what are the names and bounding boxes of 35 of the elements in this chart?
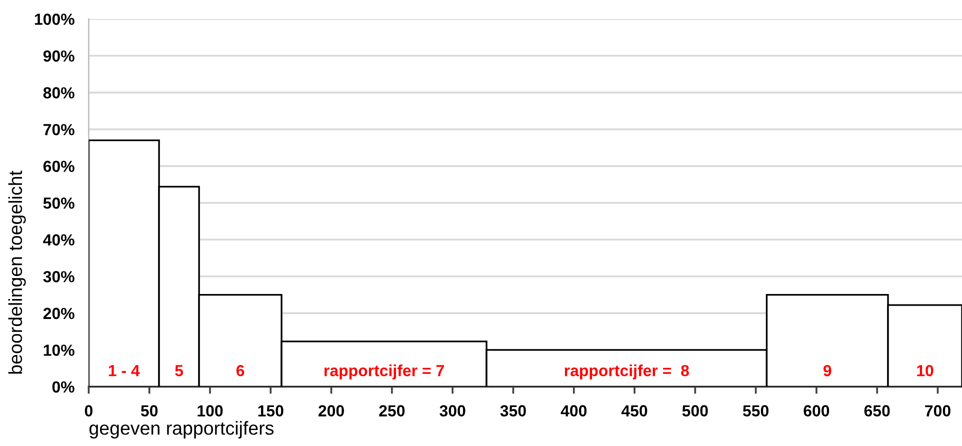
annotation: 1 - 4: [108, 365, 140, 376]
y-tick-label: 60%: [43, 160, 74, 172]
x-tick-label: 450: [621, 405, 648, 416]
y-tick-label: 10%: [44, 344, 74, 356]
y-tick-label: 20%: [43, 308, 74, 320]
x-tick-label: 50: [140, 405, 158, 416]
x-tick-label: 150: [258, 405, 284, 416]
y-tick-label: 0%: [52, 381, 74, 393]
y-tick-label: 100%: [34, 14, 74, 25]
y-tick-label: 70%: [44, 124, 74, 136]
x-tick-label: 300: [440, 405, 466, 417]
x-tick-label: 650: [864, 405, 890, 416]
y-tick-label: 50%: [43, 197, 74, 209]
x-tick-label: 200: [318, 405, 344, 416]
annotation: 5: [175, 365, 184, 376]
annotation: 9: [823, 364, 832, 376]
annotation: rapportcijfer = 7: [324, 364, 444, 380]
x-tick-label: 100: [198, 405, 223, 416]
y-tick-label: 80%: [43, 87, 74, 98]
x-tick-label: 550: [742, 405, 768, 416]
x-tick-label: 0: [84, 405, 92, 416]
y-tick-label: 90%: [43, 50, 74, 62]
annotation: rapportcijfer = 8: [564, 364, 689, 380]
y-tick-label: 30%: [43, 271, 74, 282]
x-tick-label: 350: [500, 405, 526, 417]
y-axis-title: beoordelingen toegelicht: [8, 170, 26, 374]
x-axis-title: gegeven rapportcijfers: [89, 421, 274, 439]
x-tick-label: 700: [925, 405, 950, 416]
y-tick-label: 40%: [43, 234, 74, 246]
x-tick-label: 600: [804, 405, 830, 416]
annotation: 10: [917, 364, 934, 376]
x-tick-label: 400: [560, 405, 587, 416]
annotation: 6: [236, 364, 244, 376]
x-tick-label: 250: [379, 405, 405, 416]
x-tick-label: 500: [682, 405, 708, 416]
